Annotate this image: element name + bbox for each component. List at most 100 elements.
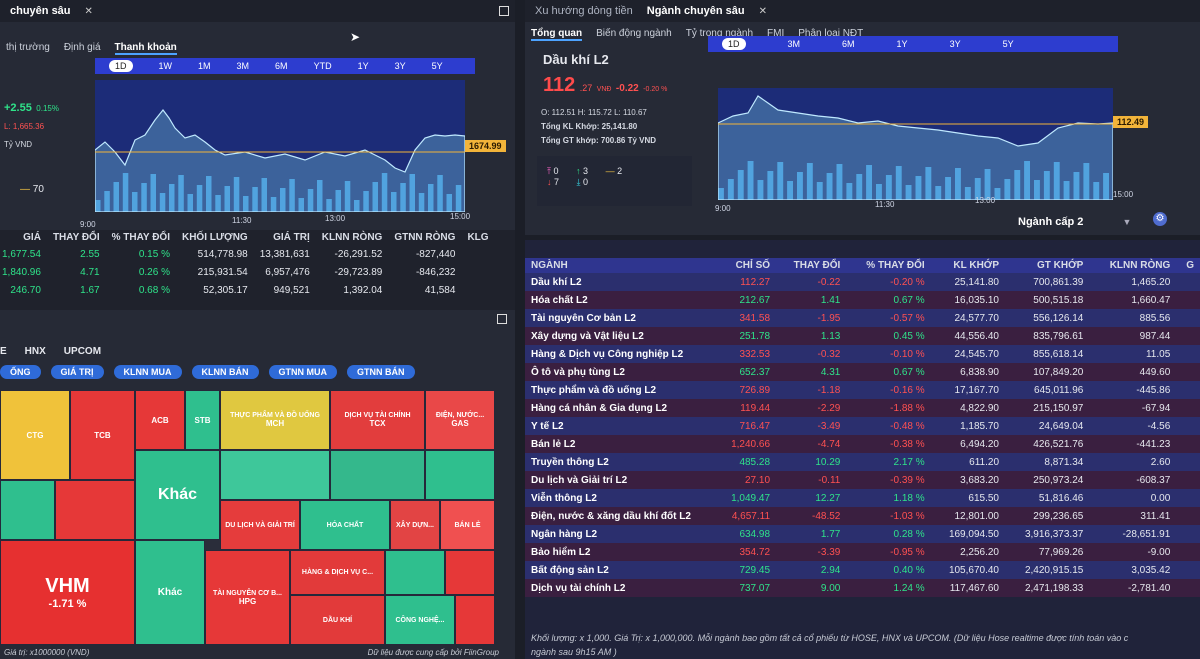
tab-sector-movement[interactable]: Biến động ngành	[596, 28, 672, 39]
treemap-tile-tcb[interactable]: TCB	[70, 390, 135, 480]
col-pct[interactable]: % THAY ĐỔI	[866, 260, 925, 271]
treemap-tile-hang-dich-vu[interactable]: HÀNG & DỊCH VỤ C...	[290, 550, 385, 595]
tab-money-flow[interactable]: Xu hướng dòng tiền	[535, 5, 633, 17]
treemap-tile[interactable]	[445, 550, 495, 595]
tab-sector-weight[interactable]: Tỷ trọng ngành	[685, 28, 753, 39]
tab-hnx[interactable]: HNX	[24, 346, 46, 357]
col-klg[interactable]: KLG	[467, 232, 489, 243]
treemap-tile-du-lich[interactable]: DU LỊCH VÀ GIẢI TRÍ	[220, 500, 300, 550]
table-row[interactable]: 1,677.54 2.55 0.15 % 514,778.98 13,381,6…	[0, 245, 495, 263]
table-row[interactable]: 246.70 1.67 0.68 % 52,305.17 949,521 1,3…	[0, 281, 495, 299]
treemap-tile-tcx[interactable]: DỊCH VỤ TÀI CHÍNH TCX	[330, 390, 425, 450]
table-row[interactable]: Du lịch và Giải trí L2 27.10 -0.11 -0.39 % 3…	[525, 471, 1200, 489]
treemap-tile-ctg[interactable]: CTG	[0, 390, 70, 480]
tab-market-deep[interactable]: chuyên sâu	[10, 5, 71, 17]
range-1d[interactable]: 1D	[722, 38, 746, 50]
table-row[interactable]: 1,840.96 4.71 0.26 % 215,931.54 6,957,47…	[0, 263, 495, 281]
treemap-tile-gas[interactable]: ĐIỆN, NƯỚC... GAS	[425, 390, 495, 450]
col-sector[interactable]: NGÀNH	[531, 260, 568, 271]
sector-level-select[interactable]: Ngành cấp 2 ▼	[1018, 216, 1131, 228]
range-5y[interactable]: 5Y	[431, 61, 443, 71]
table-row[interactable]: Y tế L2 716.47 -3.49 -0.48 % 1,185.70 24,649.…	[525, 417, 1200, 435]
pill-foreign-sell-vol[interactable]: KLNN BÁN	[191, 365, 259, 379]
range-6m[interactable]: 6M	[275, 61, 288, 71]
range-3y[interactable]: 3Y	[394, 61, 406, 71]
treemap-tile-mch[interactable]: THỰC PHẨM VÀ ĐỒ UỐNG MCH	[220, 390, 330, 450]
range-1y[interactable]: 1Y	[896, 39, 908, 49]
table-row[interactable]: Viễn thông L2 1,049.47 12.27 1.18 % 615.50 51…	[525, 489, 1200, 507]
pill-foreign-buy-vol[interactable]: KLNN MUA	[113, 365, 182, 379]
treemap-tile[interactable]	[455, 595, 495, 645]
range-ytd[interactable]: YTD	[313, 61, 332, 71]
col-price[interactable]: GIÁ	[23, 232, 41, 243]
col-change[interactable]: THAY ĐỔI	[793, 260, 841, 271]
table-row[interactable]: Bán lẻ L2 1,240.66 -4.74 -0.38 % 6,494.20 426…	[525, 435, 1200, 453]
maximize-icon[interactable]	[499, 6, 509, 16]
range-1w[interactable]: 1W	[158, 61, 173, 71]
col-index[interactable]: CHỈ SỐ	[735, 260, 771, 271]
range-1m[interactable]: 1M	[198, 61, 211, 71]
table-row[interactable]: Tài nguyên Cơ bản L2 341.58 -1.95 -0.57 % 24…	[525, 309, 1200, 327]
tab-investor-type[interactable]: Phân loại NĐT	[798, 28, 864, 39]
table-row[interactable]: Hàng & Dịch vụ Công nghiệp L2 332.53 -0.32…	[525, 345, 1200, 363]
range-1d[interactable]: 1D	[109, 60, 133, 72]
treemap-tile-xay-dung[interactable]: XÂY DỰN...	[390, 500, 440, 550]
table-row[interactable]: Hàng cá nhân & Gia dụng L2 119.44 -2.29 -1.…	[525, 399, 1200, 417]
col-klnn[interactable]: KLNN RÒNG	[321, 232, 383, 243]
pill-volume[interactable]: ỐNG	[0, 365, 41, 379]
tab-valuation[interactable]: Định giá	[63, 42, 101, 53]
table-row[interactable]: Bất động sản L2 729.45 2.94 0.40 % 105,670.4…	[525, 561, 1200, 579]
table-row[interactable]: Truyền thông L2 485.28 10.29 2.17 % 611.20 8,…	[525, 453, 1200, 471]
range-3m[interactable]: 3M	[787, 39, 801, 49]
range-5y[interactable]: 5Y	[1002, 39, 1014, 49]
table-row[interactable]: Dầu khí L2 112.27 -0.22 -0.20 % 25,141.80 700…	[525, 273, 1200, 291]
treemap-tile[interactable]	[220, 450, 330, 500]
treemap-tile-khac[interactable]: Khác	[135, 450, 220, 540]
table-row[interactable]: Ô tô và phụ tùng L2 652.37 4.31 0.67 % 6,838…	[525, 363, 1200, 381]
col-foreign-net[interactable]: KLNN RÒNG	[1109, 260, 1171, 271]
col-gtnn[interactable]: GTNN RÒNG	[394, 232, 456, 243]
close-icon[interactable]: ✕	[758, 5, 767, 17]
table-row[interactable]: Thực phẩm và đồ uống L2 726.89 -1.18 -0.16 …	[525, 381, 1200, 399]
tab-fmi[interactable]: FMI	[767, 28, 785, 39]
tab-liquidity[interactable]: Thanh khoản	[114, 42, 177, 55]
treemap-tile-acb[interactable]: ACB	[135, 390, 185, 450]
tab-market[interactable]: thị trường	[6, 42, 50, 53]
table-row[interactable]: Bảo hiểm L2 354.72 -3.39 -0.95 % 2,256.20 77,…	[525, 543, 1200, 561]
treemap-tile-hpg[interactable]: TÀI NGUYÊN CƠ B... HPG	[205, 550, 290, 645]
range-6m[interactable]: 6M	[842, 39, 855, 49]
col-volume[interactable]: KHỐI LƯỢNG	[181, 232, 248, 243]
range-3m[interactable]: 3M	[236, 61, 250, 71]
col-g[interactable]: G	[1186, 260, 1194, 271]
col-matched-val[interactable]: GT KHỚP	[1037, 260, 1084, 271]
treemap-tile-ban-le[interactable]: BÁN LẺ	[440, 500, 495, 550]
col-pct[interactable]: % THAY ĐỔI	[111, 232, 170, 243]
table-row[interactable]: Ngân hàng L2 634.98 1.77 0.28 % 169,094.50 3,…	[525, 525, 1200, 543]
treemap-tile-khac[interactable]: Khác	[135, 540, 205, 645]
gear-icon[interactable]: ⚙	[1153, 212, 1167, 226]
pill-foreign-buy-val[interactable]: GTNN MUA	[268, 365, 338, 379]
col-change[interactable]: THAY ĐỔI	[52, 232, 100, 243]
table-row[interactable]: Điện, nước & xăng dầu khí đốt L2 4,657.11…	[525, 507, 1200, 525]
col-value[interactable]: GIÁ TRỊ	[273, 232, 310, 243]
tab-overview[interactable]: Tổng quan	[531, 28, 583, 41]
treemap-tile-dau-khi[interactable]: DẦU KHÍ	[290, 595, 385, 645]
treemap-tile[interactable]	[0, 480, 55, 540]
treemap-tile[interactable]	[330, 450, 425, 500]
sector-intraday-chart[interactable]	[717, 88, 1114, 201]
treemap-tile-hoa-chat[interactable]: HÓA CHẤT	[300, 500, 390, 550]
close-icon[interactable]: ✕	[84, 5, 93, 17]
table-row[interactable]: Dịch vụ tài chính L2 737.07 9.00 1.24 % 117,…	[525, 579, 1200, 597]
treemap-tile[interactable]	[385, 550, 445, 595]
treemap-tile-stb[interactable]: STB	[185, 390, 220, 450]
treemap-tile[interactable]	[425, 450, 495, 500]
table-row[interactable]: Xây dựng và Vật liệu L2 251.78 1.13 0.45 % 4…	[525, 327, 1200, 345]
table-row[interactable]: Hóa chất L2 212.67 1.41 0.67 % 16,035.10 500,…	[525, 291, 1200, 309]
range-3y[interactable]: 3Y	[949, 39, 961, 49]
treemap-tile-vhm[interactable]: VHM -1.71 %	[0, 540, 135, 645]
col-matched-vol[interactable]: KL KHỚP	[953, 260, 999, 271]
range-1y[interactable]: 1Y	[357, 61, 369, 71]
pill-value[interactable]: GIÁ TRỊ	[50, 365, 104, 379]
tab-upcom[interactable]: UPCOM	[63, 346, 102, 357]
pill-foreign-sell-val[interactable]: GTNN BÁN	[347, 365, 415, 379]
